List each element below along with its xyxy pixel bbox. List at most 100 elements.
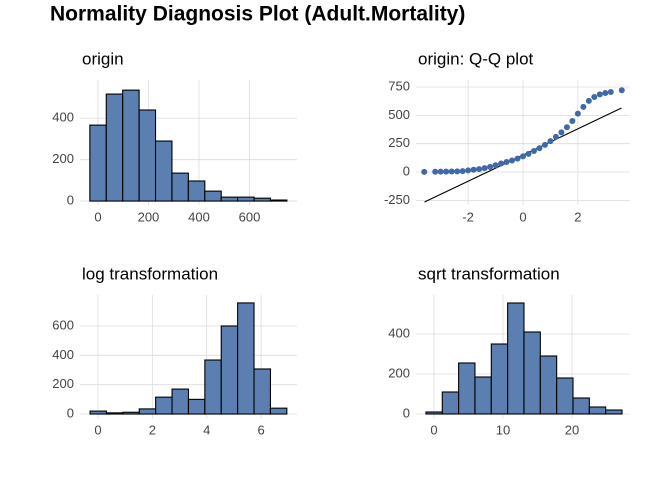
qq-point [421, 168, 428, 175]
qq-point [569, 118, 576, 125]
qq-point [530, 148, 537, 155]
x-tick-label: 200 [138, 209, 160, 224]
qq-point [443, 168, 450, 175]
bar [253, 197, 272, 202]
y-tick-label: -250 [384, 192, 410, 207]
panel-title: sqrt transformation [418, 264, 560, 283]
x-tick-label: 600 [239, 209, 261, 224]
bar [556, 377, 574, 415]
bar [605, 409, 623, 415]
qq-point [541, 141, 548, 148]
bar [220, 196, 239, 202]
bar [458, 362, 476, 415]
x-tick-label: 20 [565, 422, 579, 437]
y-tick-label: 0 [403, 405, 410, 420]
bar [204, 190, 222, 202]
bar [187, 180, 206, 202]
panel-title: origin: Q-Q plot [418, 49, 534, 68]
qq-point [563, 124, 570, 131]
bar [89, 124, 107, 202]
qq-point [547, 138, 554, 145]
bar [253, 368, 271, 415]
bar [269, 407, 288, 415]
bar [171, 388, 189, 415]
bar [105, 93, 124, 202]
x-tick-label: 0 [94, 209, 101, 224]
bar [122, 411, 140, 415]
bar [539, 355, 558, 415]
qq-point [520, 153, 526, 160]
x-tick-label: 6 [257, 422, 264, 437]
qq-point [514, 155, 521, 162]
x-tick-label: 0 [94, 422, 101, 437]
y-tick-label: 250 [388, 135, 410, 150]
y-tick-label: 400 [52, 110, 74, 125]
bar [425, 411, 443, 415]
y-tick-label: 750 [388, 78, 410, 93]
x-tick-label: -2 [462, 209, 474, 224]
y-tick-label: 600 [52, 317, 74, 332]
bar [490, 343, 509, 415]
qq-point [602, 90, 609, 97]
bar [187, 398, 206, 415]
qq-point [558, 129, 565, 136]
qq-point [525, 150, 532, 157]
qq-point [432, 168, 439, 175]
qq-point [448, 168, 455, 175]
y-tick-label: 400 [388, 325, 410, 340]
x-tick-label: 400 [188, 209, 210, 224]
chart-title: Normality Diagnosis Plot (Adult.Mortalit… [50, 3, 465, 26]
bar [204, 359, 222, 415]
qq-point [481, 165, 488, 172]
y-tick-label: 200 [52, 376, 74, 391]
bar [237, 196, 255, 202]
qq-point [503, 159, 510, 166]
bar [237, 302, 255, 415]
x-tick-label: 10 [496, 422, 510, 437]
qq-point [470, 166, 477, 173]
qq-point [552, 133, 559, 140]
qq-point [585, 97, 592, 104]
qq-point [574, 110, 581, 117]
x-tick-label: 2 [149, 422, 156, 437]
bar [155, 396, 173, 415]
qq-point [607, 89, 614, 96]
qq-point [437, 168, 444, 175]
bar [138, 408, 157, 415]
x-tick-label: 0 [430, 422, 437, 437]
y-tick-label: 0 [403, 163, 410, 178]
qq-point [591, 93, 598, 100]
qq-point [596, 91, 603, 98]
panel-title: origin [82, 49, 124, 68]
qq-point [536, 145, 543, 152]
y-tick-label: 200 [52, 151, 74, 166]
qq-point [618, 87, 625, 94]
bar [269, 199, 288, 202]
y-tick-label: 400 [52, 347, 74, 362]
y-tick-label: 0 [67, 193, 74, 208]
x-tick-label: 0 [519, 209, 526, 224]
qq-point [465, 167, 472, 174]
qq-point [459, 168, 466, 175]
bar [523, 331, 541, 415]
bar [474, 376, 492, 415]
x-tick-label: 2 [574, 209, 581, 224]
bar [138, 109, 157, 202]
bar [588, 406, 607, 415]
y-tick-label: 0 [67, 405, 74, 420]
x-tick-label: 4 [203, 422, 210, 437]
panel-title: log transformation [82, 264, 218, 283]
bar [220, 325, 239, 415]
qq-point [487, 163, 494, 170]
bar [105, 412, 124, 415]
qq-point [492, 162, 499, 169]
qq-point [476, 166, 483, 173]
bar [572, 397, 590, 415]
bar [122, 89, 140, 202]
qq-point [454, 168, 461, 175]
qq-point [580, 103, 587, 110]
bar [171, 172, 189, 202]
qq-point [498, 160, 505, 167]
qq-point [509, 157, 516, 164]
